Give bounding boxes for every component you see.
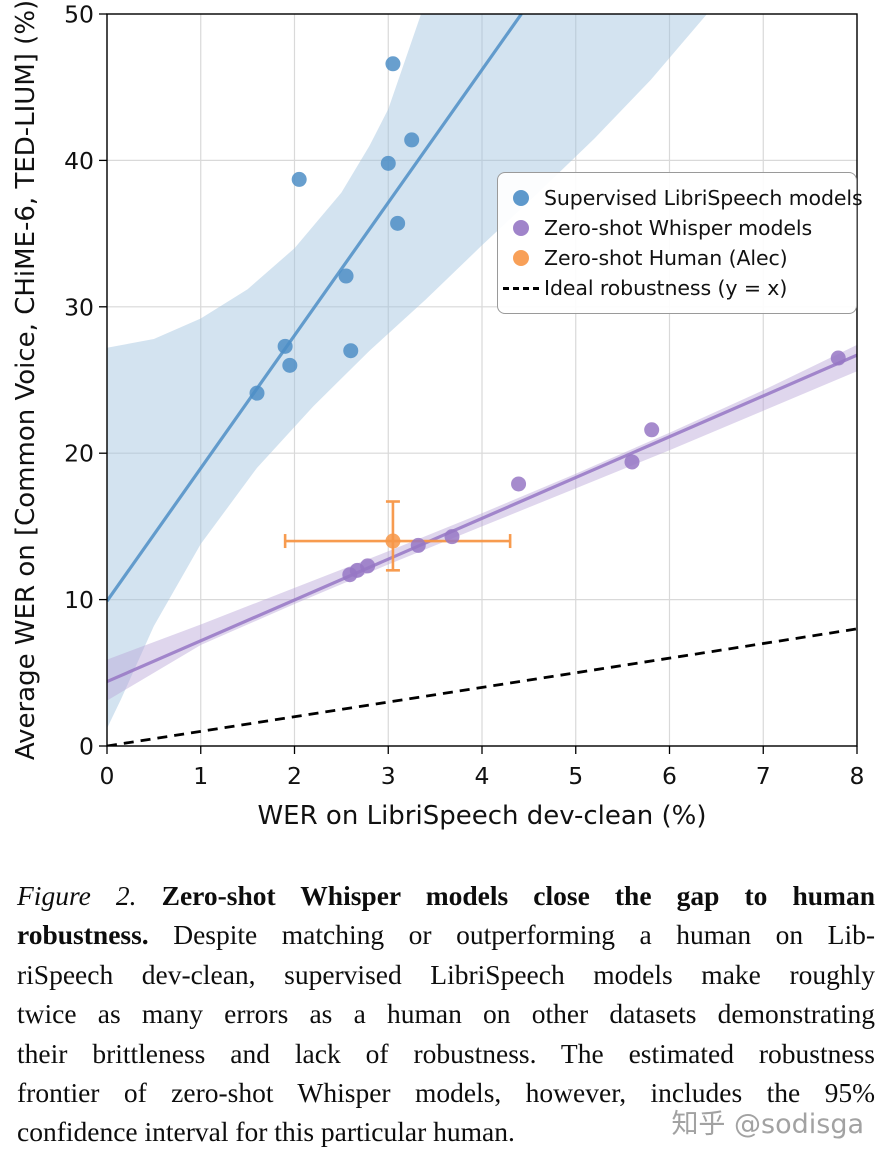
data-point (444, 529, 460, 545)
data-point (404, 132, 420, 148)
y-tick-label: 30 (64, 293, 94, 321)
legend-label-supervised: Supervised LibriSpeech models (544, 186, 863, 210)
caption-line: riSpeech dev-clean, supervised LibriSpee… (17, 955, 875, 994)
x-tick-label: 1 (193, 762, 208, 790)
dashed-line-icon (503, 286, 539, 290)
caption-line: twice as many errors as a human on other… (17, 994, 875, 1033)
data-point (249, 385, 265, 401)
legend-item-human: Zero-shot Human (Alec) (498, 243, 856, 273)
y-tick-label: 10 (64, 586, 94, 614)
legend-label-ideal: Ideal robustness (y = x) (544, 276, 788, 300)
data-point (282, 357, 298, 373)
x-tick-label: 7 (756, 762, 771, 790)
x-tick-label: 0 (100, 762, 115, 790)
legend-marker-col (498, 190, 544, 206)
x-tick-label: 4 (475, 762, 490, 790)
figure-2-chart: 0 1 2 3 4 5 6 7 8 0 10 20 30 40 50 WER on LibriSpeech … (11, 0, 864, 831)
purple-dot-icon (513, 220, 529, 236)
data-point (385, 533, 401, 549)
caption-segment: Figure 2. (17, 880, 137, 911)
data-point (385, 56, 401, 72)
trend-line (107, 353, 857, 684)
trend-line (107, 14, 523, 602)
data-point (380, 155, 396, 171)
caption-segment: robustness. (17, 919, 149, 951)
plot-area (107, 14, 857, 746)
x-tick-label: 3 (381, 762, 396, 790)
plot-generated-layers: 0 1 2 3 4 5 6 7 8 0 10 20 30 40 50 (64, 1, 864, 791)
caption-segment: confidence interval for this particular … (17, 1116, 515, 1148)
data-point (644, 422, 660, 438)
x-axis-label: WER on LibriSpeech dev-clean (%) (257, 801, 706, 831)
data-point (360, 558, 376, 574)
blue-dot-icon (513, 190, 529, 206)
y-tick-label: 40 (64, 147, 94, 175)
caption-segment: Zero-shot Whisper models close the gap t… (161, 880, 876, 911)
series-points (385, 533, 401, 549)
y-axis-label: Average WER on [Common Voice, CHiME-6, T… (11, 0, 41, 760)
data-point (511, 476, 527, 492)
caption-segment: Despite matching or outperforming a huma… (148, 919, 875, 951)
y-tick-label: 20 (64, 440, 94, 468)
caption-segment: frontier of zero-shot Whisper models, ho… (17, 1077, 875, 1109)
x-tick-label: 8 (850, 762, 865, 790)
legend-label-human: Zero-shot Human (Alec) (544, 246, 788, 270)
legend-label-whisper: Zero-shot Whisper models (544, 216, 813, 240)
scatter-plot: 0 1 2 3 4 5 6 7 8 0 10 20 30 40 50 WER on LibriSpeech … (11, 0, 864, 831)
caption-segment: twice as many errors as a human on other… (17, 998, 875, 1030)
trend-line (107, 627, 857, 746)
data-point (343, 343, 359, 359)
x-tick-label: 5 (568, 762, 583, 790)
confidence-band (107, 14, 707, 729)
y-tick-label: 0 (79, 733, 94, 761)
caption-segment: riSpeech dev-clean, supervised LibriSpee… (17, 958, 875, 990)
orange-dot-icon (513, 250, 529, 266)
caption-line: robustness. Despite matching or outperfo… (17, 915, 875, 954)
legend-item-supervised: Supervised LibriSpeech models (498, 183, 863, 213)
caption-segment (137, 880, 162, 911)
data-point (277, 338, 293, 354)
caption-line: their brittleness and lack of robustness… (17, 1034, 875, 1073)
caption-segment: their brittleness and lack of robustness… (17, 1037, 875, 1069)
watermark: 知乎 @sodisga (671, 1109, 864, 1140)
series-points (249, 56, 420, 401)
data-point (410, 537, 426, 553)
legend-marker-col (498, 220, 544, 236)
x-tick-label: 6 (662, 762, 677, 790)
x-tick-label: 2 (287, 762, 302, 790)
legend-marker-col (498, 250, 544, 266)
data-point (830, 350, 846, 366)
data-point (291, 171, 307, 187)
y-tick-label: 50 (64, 1, 94, 29)
legend: Supervised LibriSpeech models Zero-shot … (497, 172, 863, 314)
figure-caption: Figure 2. Zero-shot Whisper models close… (17, 876, 875, 1152)
legend-item-whisper: Zero-shot Whisper models (498, 213, 856, 243)
legend-item-ideal: Ideal robustness (y = x) (498, 273, 856, 303)
data-point (338, 268, 354, 284)
caption-line: Figure 2. Zero-shot Whisper models close… (17, 876, 875, 915)
series-points (342, 350, 846, 583)
legend-marker-col (498, 286, 544, 290)
data-point (390, 215, 406, 231)
data-point (624, 454, 640, 470)
caption-line: confidence interval for this particular … (17, 1112, 875, 1151)
confidence-band (107, 344, 857, 701)
caption-line: frontier of zero-shot Whisper models, ho… (17, 1073, 875, 1112)
